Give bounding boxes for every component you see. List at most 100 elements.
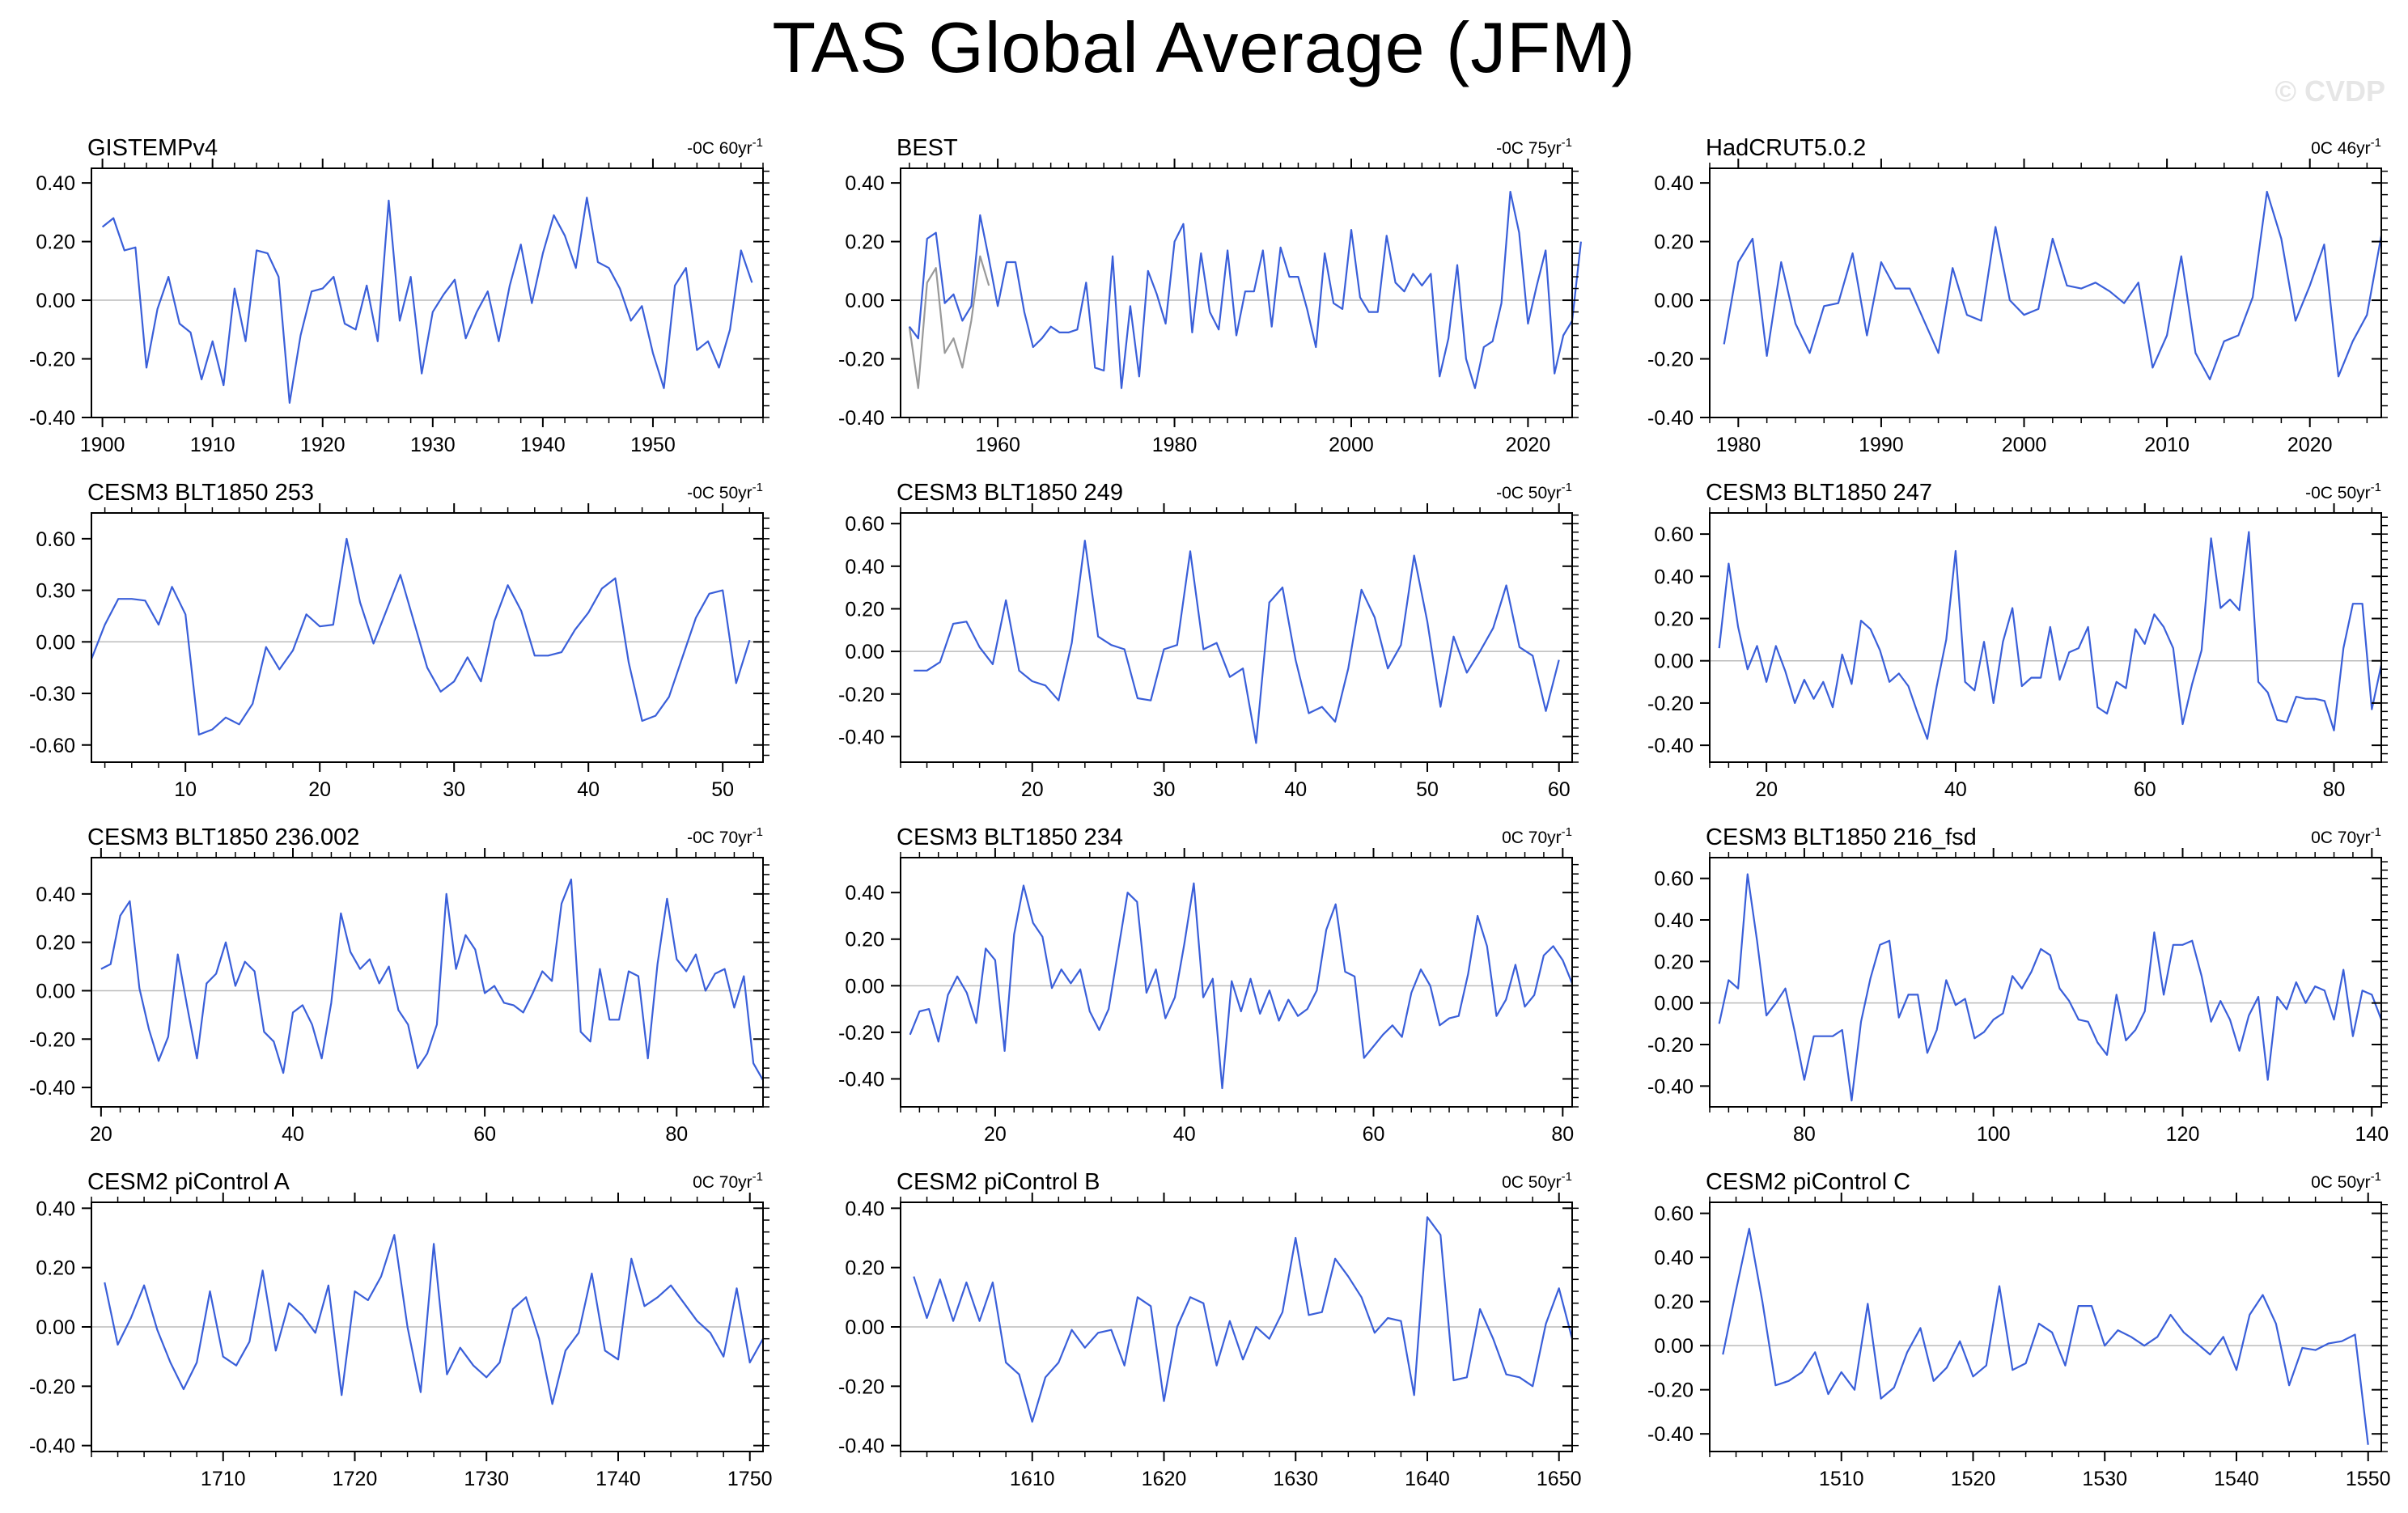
plot-frame bbox=[1709, 167, 2382, 418]
x-tick-label: 80 bbox=[1793, 1123, 1816, 1146]
x-tick-label: 80 bbox=[1551, 1123, 1574, 1146]
y-tick-label: 0.20 bbox=[36, 932, 75, 955]
x-tick-label: 1730 bbox=[464, 1468, 509, 1490]
trend-superscript: -1 bbox=[752, 825, 763, 839]
series-line bbox=[909, 882, 1574, 1090]
panel-title: CESM2 piControl B bbox=[897, 1169, 1100, 1195]
y-tick-label: -0.40 bbox=[1647, 407, 1694, 430]
plot-frame bbox=[1709, 1202, 2382, 1452]
y-tick-label: 0.20 bbox=[845, 598, 884, 621]
y-tick-label: 0.20 bbox=[1654, 951, 1694, 973]
x-tick-label: 10 bbox=[174, 778, 197, 801]
y-tick-label: 0.00 bbox=[845, 1316, 884, 1339]
trend-superscript: -1 bbox=[2371, 481, 2381, 494]
x-tick-label: 1620 bbox=[1142, 1468, 1187, 1490]
x-tick-label: 1920 bbox=[300, 434, 346, 456]
x-tick-label: 20 bbox=[1755, 778, 1778, 801]
trend-superscript: -1 bbox=[2371, 825, 2381, 839]
y-tick-label: 0.20 bbox=[1654, 231, 1694, 254]
y-tick-label: 0.60 bbox=[1654, 523, 1694, 546]
plot-frame bbox=[91, 167, 764, 418]
y-tick-label: 0.60 bbox=[845, 513, 884, 536]
x-tick-label: 1960 bbox=[975, 434, 1020, 456]
x-tick-label: 2000 bbox=[1329, 434, 1374, 456]
y-tick-label: -0.20 bbox=[29, 1028, 75, 1051]
x-tick-label: 2010 bbox=[2144, 434, 2190, 456]
x-tick-label: 50 bbox=[1416, 778, 1439, 801]
y-tick-label: 0.00 bbox=[36, 631, 75, 654]
trend-label: 0C 46yr-1 bbox=[2311, 136, 2381, 158]
y-tick-label: -0.20 bbox=[1647, 1034, 1694, 1057]
y-tick-label: 0.20 bbox=[36, 1257, 75, 1280]
x-tick-label: 20 bbox=[308, 778, 331, 801]
y-tick-label: 0.40 bbox=[1654, 172, 1694, 195]
x-tick-label: 30 bbox=[443, 778, 465, 801]
y-tick-label: 0.40 bbox=[845, 556, 884, 578]
x-tick-label: 40 bbox=[1284, 778, 1307, 801]
x-tick-label: 120 bbox=[2166, 1123, 2200, 1146]
plot-frame bbox=[900, 512, 1573, 763]
x-tick-label: 1710 bbox=[201, 1468, 246, 1490]
x-tick-label: 1910 bbox=[190, 434, 235, 456]
y-tick-label: 0.30 bbox=[36, 580, 75, 603]
x-tick-label: 1980 bbox=[1152, 434, 1198, 456]
x-tick-label: 80 bbox=[665, 1123, 688, 1146]
y-tick-label: -0.20 bbox=[838, 1375, 884, 1398]
secondary-series-line bbox=[908, 255, 990, 389]
x-tick-label: 40 bbox=[1944, 778, 1967, 801]
panel-9: -0.40 -0.20 0.00 0.20 0.40 0.60 80 100 120 140 CES… bbox=[1647, 824, 2389, 1146]
x-tick-label: 1650 bbox=[1537, 1468, 1582, 1490]
x-tick-label: 1640 bbox=[1405, 1468, 1450, 1490]
y-tick-label: 0.40 bbox=[36, 1197, 75, 1220]
trend-label: -0C 50yr-1 bbox=[687, 481, 763, 502]
x-tick-label: 100 bbox=[1977, 1123, 2011, 1146]
y-tick-label: -0.40 bbox=[1647, 735, 1694, 757]
plot-frame bbox=[900, 167, 1573, 418]
y-tick-label: -0.20 bbox=[29, 1375, 75, 1398]
trend-label: -0C 50yr-1 bbox=[1496, 481, 1572, 502]
panel-5: -0.40 -0.20 0.00 0.20 0.40 0.60 20 30 40 50 60 CESM… bbox=[838, 480, 1579, 801]
series-line bbox=[90, 537, 751, 736]
trend-superscript: -1 bbox=[1562, 136, 1572, 150]
panel-title: CESM3 BLT1850 216_fsd bbox=[1706, 824, 1977, 850]
trend-label: -0C 60yr-1 bbox=[687, 136, 763, 158]
x-tick-label: 40 bbox=[282, 1123, 304, 1146]
y-tick-label: 0.20 bbox=[1654, 608, 1694, 631]
y-tick-label: 0.40 bbox=[845, 172, 884, 195]
panel-10: -0.40 -0.20 0.00 0.20 0.40 1710 1720 1730 1740 17… bbox=[29, 1169, 773, 1490]
x-tick-label: 1930 bbox=[410, 434, 456, 456]
y-tick-label: 0.20 bbox=[845, 231, 884, 254]
y-tick-label: 0.40 bbox=[1654, 909, 1694, 932]
x-tick-label: 2020 bbox=[2287, 434, 2333, 456]
panel-7: -0.40 -0.20 0.00 0.20 0.40 20 40 60 80 CESM3 BLT1… bbox=[29, 824, 769, 1146]
trend-superscript: -1 bbox=[752, 136, 763, 150]
x-tick-label: 50 bbox=[711, 778, 734, 801]
x-tick-label: 60 bbox=[1548, 778, 1571, 801]
plot-frame bbox=[91, 512, 764, 763]
y-tick-label: -0.40 bbox=[29, 407, 75, 430]
y-tick-label: -0.40 bbox=[1647, 1075, 1694, 1098]
y-tick-label: 0.60 bbox=[1654, 868, 1694, 891]
trend-label: 0C 50yr-1 bbox=[2311, 1170, 2381, 1192]
x-tick-label: 1540 bbox=[2214, 1468, 2259, 1490]
y-tick-label: -0.40 bbox=[838, 1068, 884, 1091]
x-tick-label: 60 bbox=[2134, 778, 2156, 801]
series-line bbox=[104, 1234, 764, 1405]
series-line bbox=[909, 190, 1582, 389]
x-tick-label: 80 bbox=[2323, 778, 2346, 801]
x-tick-label: 1980 bbox=[1716, 434, 1761, 456]
trend-label: 0C 70yr-1 bbox=[2311, 825, 2381, 847]
y-tick-label: -0.20 bbox=[838, 349, 884, 371]
series-line bbox=[1718, 531, 2383, 740]
y-tick-label: 0.40 bbox=[1654, 566, 1694, 588]
x-tick-label: 20 bbox=[90, 1123, 112, 1146]
y-tick-label: 0.00 bbox=[1654, 1335, 1694, 1358]
y-tick-label: 0.40 bbox=[36, 884, 75, 906]
trend-superscript: -1 bbox=[752, 1170, 763, 1184]
x-tick-label: 2000 bbox=[2002, 434, 2047, 456]
panel-12: -0.40 -0.20 0.00 0.20 0.40 0.60 1510 1520 1530 15… bbox=[1647, 1169, 2391, 1490]
x-tick-label: 40 bbox=[1173, 1123, 1196, 1146]
trend-label: 0C 50yr-1 bbox=[1502, 1170, 1572, 1192]
chart-main-title: TAS Global Average (JFM) bbox=[772, 7, 1636, 87]
